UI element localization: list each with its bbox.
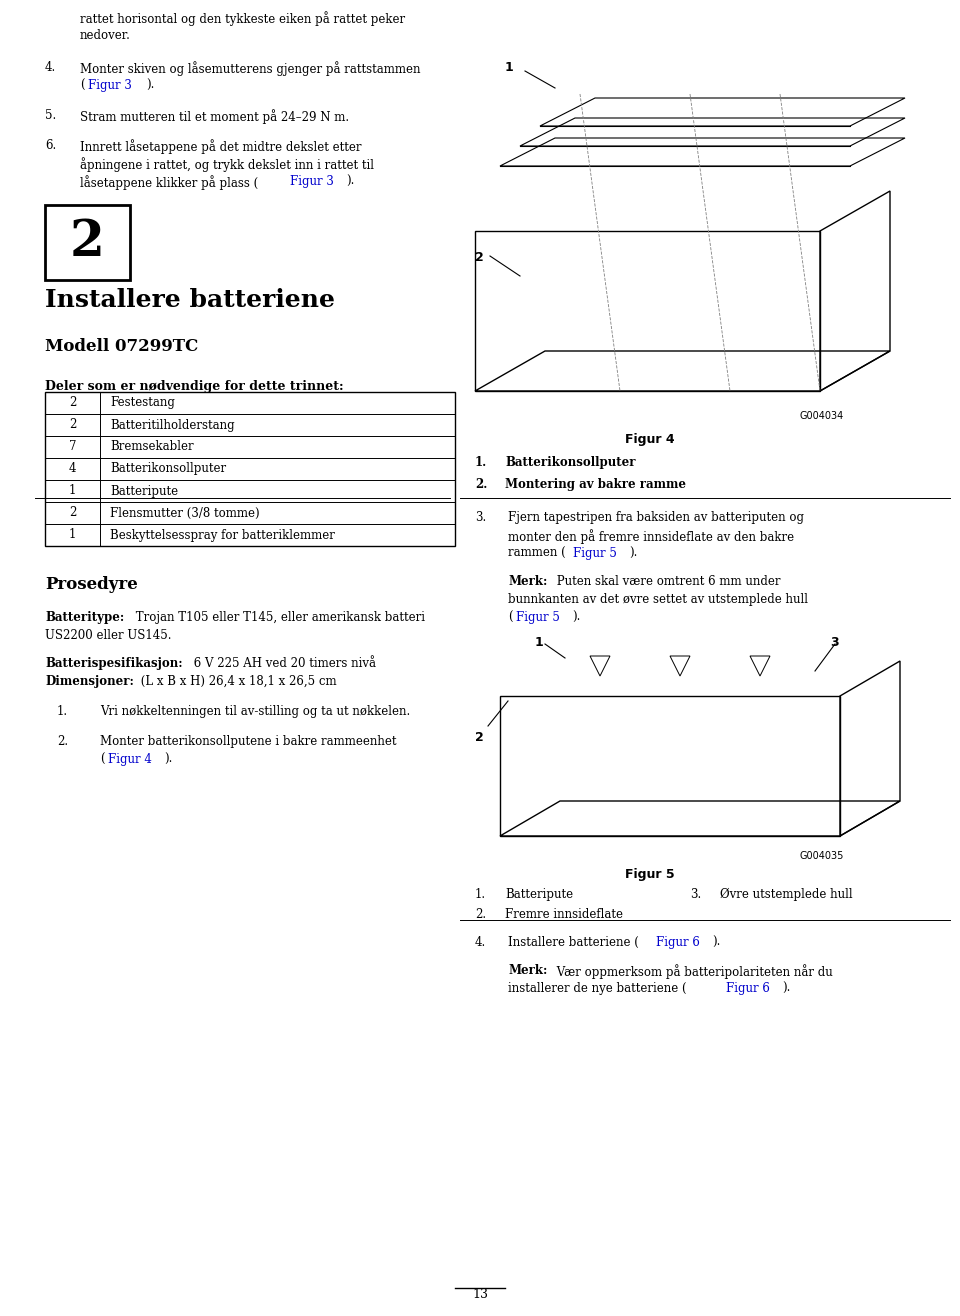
Text: 2: 2 (69, 418, 76, 432)
Text: 7: 7 (69, 441, 76, 454)
Text: Stram mutteren til et moment på 24–29 N m.: Stram mutteren til et moment på 24–29 N … (80, 109, 349, 124)
Text: Figur 6: Figur 6 (726, 982, 770, 995)
Text: (: ( (100, 753, 105, 766)
Text: Øvre utstemplede hull: Øvre utstemplede hull (720, 888, 852, 901)
Text: åpningene i rattet, og trykk dekslet inn i rattet til: åpningene i rattet, og trykk dekslet inn… (80, 157, 374, 172)
Text: Merk:: Merk: (508, 965, 547, 976)
Bar (45, 392, 455, 546)
Text: Flensmutter (3/8 tomme): Flensmutter (3/8 tomme) (110, 507, 259, 520)
Text: ).: ). (712, 936, 720, 949)
Text: 4.: 4. (45, 61, 57, 74)
Text: 2: 2 (475, 730, 484, 744)
Text: 2.: 2. (475, 908, 486, 921)
Text: 2.: 2. (475, 478, 488, 491)
Text: G004035: G004035 (800, 851, 845, 861)
Text: 5.: 5. (45, 109, 57, 122)
Bar (460, 11, 950, 421)
Text: monter den på fremre innsideflate av den bakre: monter den på fremre innsideflate av den… (508, 529, 794, 544)
Text: ).: ). (147, 79, 155, 92)
Text: Dimensjoner:: Dimensjoner: (45, 675, 133, 688)
Text: Figur 4: Figur 4 (625, 433, 675, 446)
Text: Batteritype:: Batteritype: (45, 611, 124, 624)
Text: Batteripute: Batteripute (110, 484, 179, 497)
Text: Bremsekabler: Bremsekabler (110, 441, 194, 454)
Text: rammen (: rammen ( (508, 547, 565, 561)
Text: 6 V 225 AH ved 20 timers nivå: 6 V 225 AH ved 20 timers nivå (190, 657, 376, 670)
Text: Vri nøkkeltenningen til av-stilling og ta ut nøkkelen.: Vri nøkkeltenningen til av-stilling og t… (100, 705, 410, 719)
Text: Fjern tapestripen fra baksiden av batteriputen og: Fjern tapestripen fra baksiden av batter… (508, 511, 804, 524)
Text: 2: 2 (70, 218, 105, 267)
Text: 1: 1 (69, 484, 76, 497)
Text: 3.: 3. (475, 511, 487, 524)
Text: Batterikonsollputer: Batterikonsollputer (505, 457, 636, 468)
Text: 1.: 1. (57, 705, 68, 719)
Text: Montering av bakre ramme: Montering av bakre ramme (505, 478, 686, 491)
Text: Festestang: Festestang (110, 396, 175, 409)
Text: Figur 4: Figur 4 (108, 753, 153, 766)
Text: 3.: 3. (690, 888, 701, 901)
Text: Batterikonsollputer: Batterikonsollputer (110, 462, 227, 475)
Text: Figur 6: Figur 6 (656, 936, 700, 949)
Text: ).: ). (782, 982, 790, 995)
Text: 2: 2 (475, 251, 484, 265)
Text: Vær oppmerksom på batteripolariteten når du: Vær oppmerksom på batteripolariteten når… (553, 965, 832, 979)
Text: nedover.: nedover. (80, 29, 131, 42)
Text: Figur 5: Figur 5 (516, 611, 561, 624)
Text: 2: 2 (69, 396, 76, 409)
Text: 13: 13 (472, 1288, 488, 1302)
Text: Batteripute: Batteripute (505, 888, 573, 901)
Text: 2.: 2. (57, 736, 68, 747)
Text: 1: 1 (535, 636, 543, 649)
Text: Batterispesifikasjon:: Batterispesifikasjon: (45, 657, 182, 670)
Text: Trojan T105 eller T145, eller amerikansk batteri: Trojan T105 eller T145, eller amerikansk… (132, 611, 425, 624)
Text: Prosedyre: Prosedyre (45, 576, 137, 594)
Text: Figur 3: Figur 3 (290, 175, 334, 188)
Text: Modell 07299TC: Modell 07299TC (45, 338, 199, 355)
Text: Figur 5: Figur 5 (573, 547, 617, 561)
Text: (: ( (80, 79, 84, 92)
Text: Monter skiven og låsemutterens gjenger på rattstammen: Monter skiven og låsemutterens gjenger p… (80, 61, 420, 76)
Text: (L x B x H) 26,4 x 18,1 x 26,5 cm: (L x B x H) 26,4 x 18,1 x 26,5 cm (137, 675, 337, 688)
Text: ).: ). (346, 175, 354, 188)
Text: ).: ). (629, 547, 637, 561)
Text: Installere batteriene: Installere batteriene (45, 288, 335, 312)
Text: ).: ). (572, 611, 581, 624)
Text: 4: 4 (69, 462, 76, 475)
Text: installerer de nye batteriene (: installerer de nye batteriene ( (508, 982, 686, 995)
Text: 1.: 1. (475, 457, 488, 468)
Text: Puten skal være omtrent 6 mm under: Puten skal være omtrent 6 mm under (553, 575, 780, 588)
Text: bunnkanten av det øvre settet av utstemplede hull: bunnkanten av det øvre settet av utstemp… (508, 594, 808, 605)
Text: (: ( (508, 611, 513, 624)
Text: rattet horisontal og den tykkeste eiken på rattet peker: rattet horisontal og den tykkeste eiken … (80, 11, 405, 26)
Text: G004034: G004034 (800, 411, 844, 421)
Text: Fremre innsideflate: Fremre innsideflate (505, 908, 623, 921)
Text: Deler som er nødvendige for dette trinnet:: Deler som er nødvendige for dette trinne… (45, 380, 344, 393)
Text: Installere batteriene (: Installere batteriene ( (508, 936, 638, 949)
Text: 1: 1 (505, 61, 514, 74)
Text: Monter batterikonsollputene i bakre rammeenhet: Monter batterikonsollputene i bakre ramm… (100, 736, 396, 747)
Text: 1.: 1. (475, 888, 486, 901)
Text: Merk:: Merk: (508, 575, 547, 588)
Text: 4.: 4. (475, 936, 487, 949)
Text: 6.: 6. (45, 139, 57, 153)
Text: Figur 5: Figur 5 (625, 869, 675, 880)
Text: Figur 3: Figur 3 (88, 79, 132, 92)
Text: US2200 eller US145.: US2200 eller US145. (45, 629, 172, 642)
Text: låsetappene klikker på plass (: låsetappene klikker på plass ( (80, 175, 258, 190)
Text: Beskyttelsesspray for batteriklemmer: Beskyttelsesspray for batteriklemmer (110, 529, 335, 541)
Text: ).: ). (164, 753, 173, 766)
Bar (45, 205, 130, 280)
Text: 1: 1 (69, 529, 76, 541)
Text: Innrett låsetappene på det midtre dekslet etter: Innrett låsetappene på det midtre deksle… (80, 139, 362, 154)
Text: 3: 3 (830, 636, 839, 649)
Text: Batteritilholderstang: Batteritilholderstang (110, 418, 234, 432)
Text: 2: 2 (69, 507, 76, 520)
